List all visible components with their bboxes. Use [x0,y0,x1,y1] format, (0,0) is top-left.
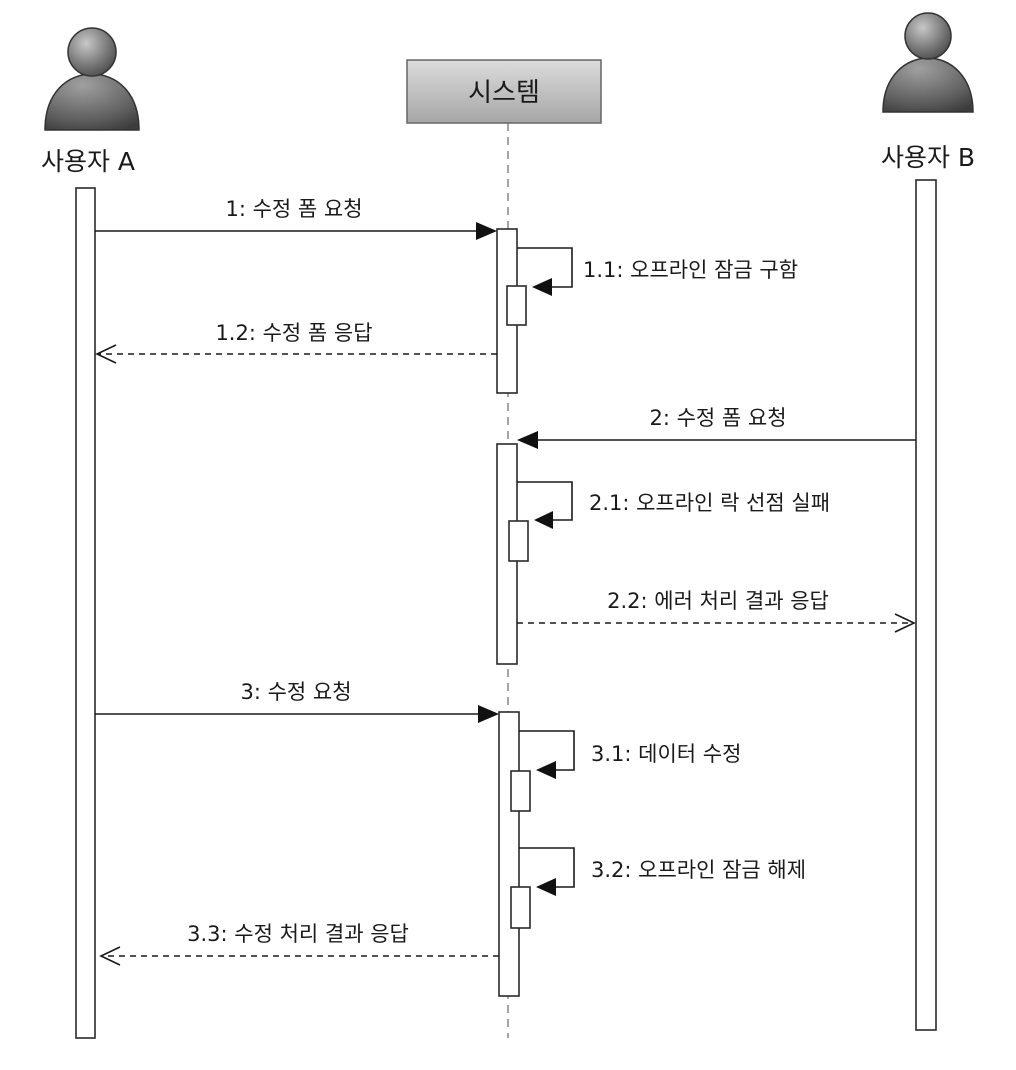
message-2-2-label: 2.2: 에러 처리 결과 응답 [607,589,829,613]
user-b-activation-bar [915,179,937,1031]
message-3-3-label: 3.3: 수정 처리 결과 응답 [187,922,409,946]
message-1-label: 1: 수정 폼 요청 [225,197,362,221]
message-2-arrow [517,431,916,449]
message-3-1-arrow [519,730,575,779]
message-2-1-label: 2.1: 오프라인 락 선점 실패 [589,491,830,515]
message-3-3-arrow [99,946,499,966]
message-3-arrow [95,705,499,723]
self-call-bar-3-1 [510,770,531,812]
message-2-label: 2: 수정 폼 요청 [649,406,786,430]
system-label: 시스템 [468,78,540,108]
message-3-label: 3: 수정 요청 [240,680,351,704]
message-3-2-arrow [519,847,575,896]
system-box [406,59,602,124]
user-b-actor-icon [882,12,974,113]
message-1-2-label: 1.2: 수정 폼 응답 [215,321,372,345]
system-activation-bar-3 [498,711,520,997]
message-1-arrow [95,222,497,240]
message-3-2-label: 3.2: 오프라인 잠금 해제 [591,858,806,882]
message-3-1-label: 3.1: 데이터 수정 [591,742,741,766]
self-call-bar-3-2 [510,886,531,929]
user-a-label: 사용자 A [41,147,135,176]
self-call-bar-1-1 [506,285,527,326]
self-call-bar-2-1 [508,520,529,562]
message-2-2-arrow [517,613,916,633]
user-a-actor-icon [44,27,140,131]
message-1-2-arrow [95,344,497,364]
user-b-label: 사용자 B [881,143,975,172]
user-a-activation-bar [75,187,96,1039]
message-1-1-arrow [517,247,573,296]
message-1-1-label: 1.1: 오프라인 잠금 구함 [583,258,798,282]
message-2-1-arrow [517,481,573,529]
